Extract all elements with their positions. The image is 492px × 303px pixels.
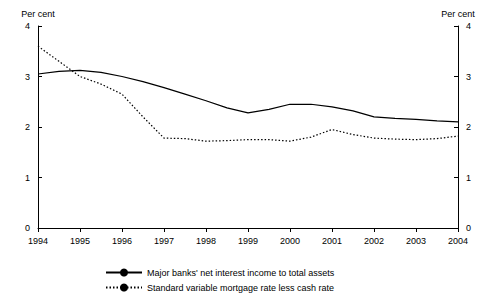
svg-text:1: 1 xyxy=(25,173,30,183)
svg-text:Per cent: Per cent xyxy=(441,9,475,19)
svg-text:1998: 1998 xyxy=(196,236,216,246)
svg-text:4: 4 xyxy=(466,21,471,31)
svg-text:Major banks' net interest inco: Major banks' net interest income to tota… xyxy=(147,268,335,278)
svg-text:2000: 2000 xyxy=(280,236,300,246)
svg-text:1: 1 xyxy=(466,173,471,183)
svg-text:3: 3 xyxy=(25,72,30,82)
svg-text:1997: 1997 xyxy=(154,236,174,246)
svg-text:3: 3 xyxy=(466,72,471,82)
svg-text:Standard variable mortgage rat: Standard variable mortgage rate less cas… xyxy=(147,283,334,293)
svg-text:0: 0 xyxy=(25,223,30,233)
svg-text:2003: 2003 xyxy=(406,236,426,246)
svg-text:1994: 1994 xyxy=(28,236,48,246)
svg-text:2: 2 xyxy=(25,122,30,132)
svg-text:4: 4 xyxy=(25,21,30,31)
svg-text:1996: 1996 xyxy=(112,236,132,246)
svg-text:2002: 2002 xyxy=(364,236,384,246)
svg-text:2001: 2001 xyxy=(322,236,342,246)
svg-text:1995: 1995 xyxy=(70,236,90,246)
svg-text:0: 0 xyxy=(466,223,471,233)
svg-text:2: 2 xyxy=(466,122,471,132)
svg-text:1999: 1999 xyxy=(238,236,258,246)
svg-text:Per cent: Per cent xyxy=(21,9,55,19)
svg-text:2004: 2004 xyxy=(448,236,468,246)
